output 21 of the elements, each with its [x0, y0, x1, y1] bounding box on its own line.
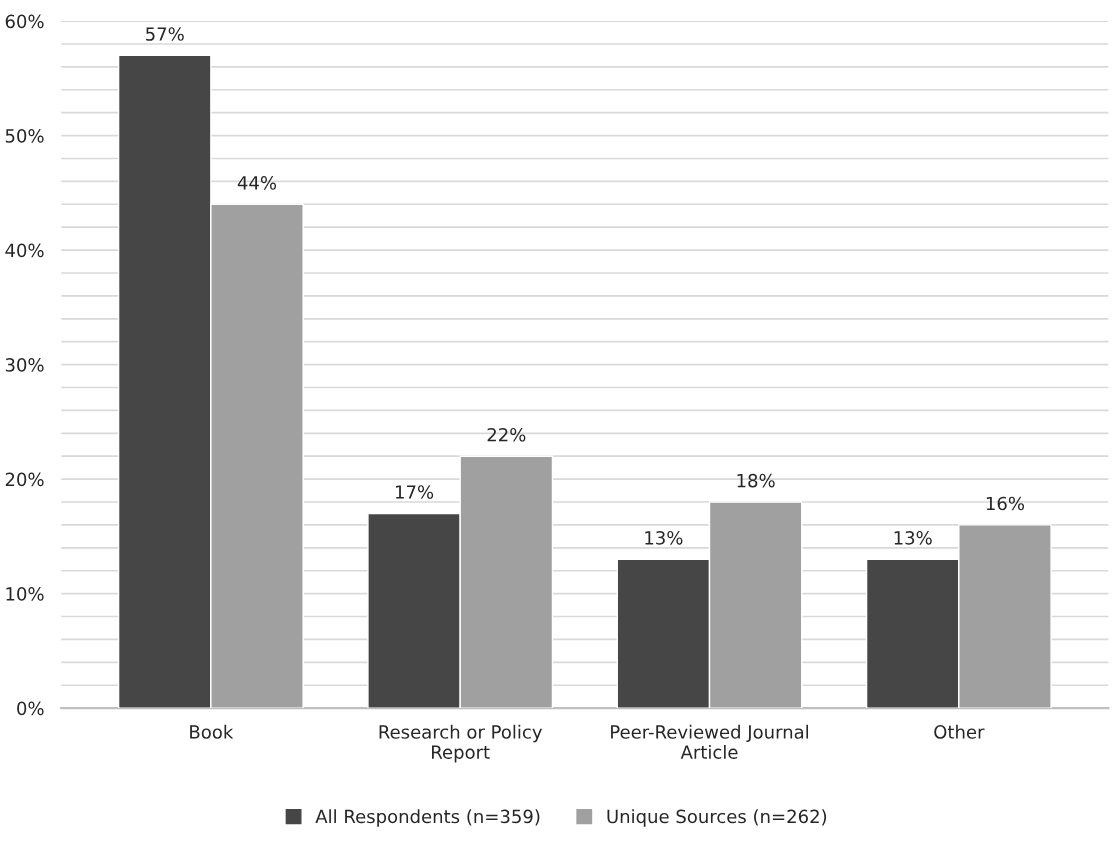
y-tick-label: 20%: [5, 472, 44, 487]
x-tick-label: Book: [190, 724, 234, 739]
data-label: 17%: [395, 485, 434, 499]
y-tick-label: 60%: [5, 14, 44, 29]
data-label: 13%: [894, 530, 932, 545]
y-tick-label: 40%: [5, 243, 44, 258]
legend-label: Unique Sources (n=262): [607, 809, 827, 827]
x-tick-label: Other: [934, 724, 985, 739]
data-label: 18%: [737, 473, 775, 488]
data-label: 16%: [986, 496, 1025, 511]
x-tick-label: Peer-Reviewed Journal Article: [611, 724, 809, 759]
y-tick-label: 30%: [5, 358, 44, 372]
x-tick-label: Research or Policy Report: [379, 724, 542, 763]
data-label: 13%: [645, 530, 683, 545]
data-label: 57%: [146, 27, 184, 41]
data-label: 22%: [487, 427, 526, 442]
y-tick-label: 0%: [17, 701, 44, 716]
legend-label: All Respondents (n=359): [315, 809, 540, 827]
y-tick-label: 50%: [5, 129, 44, 143]
y-tick-label: 10%: [6, 587, 44, 601]
data-label: 44%: [237, 176, 277, 190]
